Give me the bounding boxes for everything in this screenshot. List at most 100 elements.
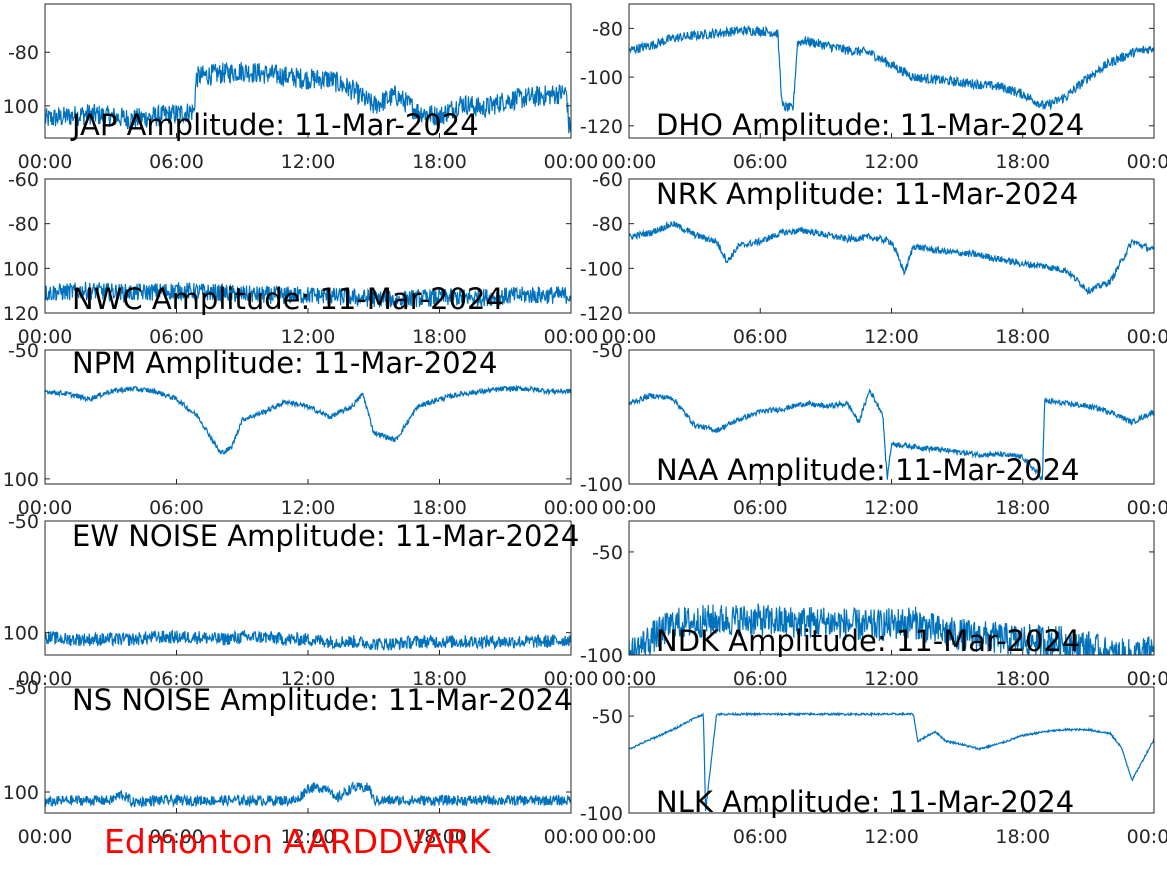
x-tick-label: 00:00 [18,151,73,173]
chart-panel: -50 100 00:00 06:00 12:00 18:00 00:00 NS NOISE … [3,677,599,848]
y-tick-label: 100 [3,96,39,118]
y-tick-label: 100 [3,469,39,491]
x-tick-label: 12:00 [281,497,336,519]
x-tick-label: 00:00 [544,326,599,348]
panel-title: NDK Amplitude: 11-Mar-2024 [656,624,1080,658]
panel-title: NLK Amplitude: 11-Mar-2024 [656,785,1074,819]
y-tick-label: -80 [8,214,39,236]
y-tick-label: -100 [580,258,623,280]
y-tick-label: -100 [580,645,623,667]
y-tick-label: 100 [3,782,39,804]
x-tick-label: 12:00 [864,668,919,690]
x-tick-label: 18:00 [412,326,467,348]
panel-title: NRK Amplitude: 11-Mar-2024 [656,177,1078,211]
y-tick-label: 120 [3,303,39,325]
x-tick-label: 06:00 [149,668,204,690]
x-tick-label: 06:00 [149,826,204,848]
x-tick-label: 12:00 [864,826,919,848]
chart-panel: -60-80-100-12000:0006:0012:0018:0000:00N… [580,169,1167,348]
x-tick-label: 00:00 [1127,826,1167,848]
series-line [45,384,571,456]
x-tick-label: 00:00 [602,326,657,348]
x-tick-label: 18:00 [412,497,467,519]
series-line [629,388,1154,481]
series-line [629,24,1154,112]
x-tick-label: 18:00 [995,151,1050,173]
x-tick-label: 06:00 [733,326,788,348]
x-tick-label: 00:00 [602,826,657,848]
x-tick-label: 00:00 [544,668,599,690]
y-tick-label: -100 [580,67,623,89]
chart-panel: -50 100 00:00 06:00 12:00 18:00 00:00 NPM Ampli… [3,340,599,519]
x-tick-label: 00:00 [18,826,73,848]
x-tick-label: 00:00 [544,151,599,173]
x-tick-label: 12:00 [281,326,336,348]
x-tick-label: 00:00 [18,668,73,690]
series-line [629,220,1154,296]
chart-panel: -80 -100 -120 00:00 06:00 12:00 18:00 00:00 DHO … [580,3,1167,173]
series-line [629,603,1154,655]
x-tick-label: 06:00 [733,151,788,173]
x-tick-label: 12:00 [281,668,336,690]
panel-title: DHO Amplitude: 11-Mar-2024 [656,108,1084,142]
x-tick-label: 06:00 [733,826,788,848]
x-tick-label: 00:00 [1127,151,1167,173]
x-tick-label: 12:00 [864,151,919,173]
x-tick-label: 18:00 [995,826,1050,848]
panel-title: NS NOISE Amplitude: 11-Mar-2024 [72,683,572,717]
y-tick-label: -50 [8,340,39,362]
series-line [45,781,571,808]
series-line [45,629,571,651]
y-tick-label: -60 [8,169,39,191]
y-tick-label: -80 [592,18,623,40]
x-tick-label: 18:00 [412,668,467,690]
y-tick-label: -50 [592,706,623,728]
panel-title: EW NOISE Amplitude: 11-Mar-2024 [72,519,579,553]
x-tick-label: 12:00 [281,151,336,173]
panel-title: NPM Amplitude: 11-Mar-2024 [72,346,498,380]
y-tick-label: -80 [592,214,623,236]
y-tick-label: 100 [3,623,39,645]
x-tick-label: 06:00 [149,326,204,348]
x-tick-label: 00:00 [544,497,599,519]
chart-panel: -50 100 00:00 06:00 12:00 18:00 00:00 EW NOISE … [3,511,599,690]
x-tick-label: 18:00 [995,326,1050,348]
x-tick-label: 06:00 [149,497,204,519]
x-tick-label: 18:00 [995,668,1050,690]
x-tick-label: 06:00 [733,497,788,519]
panel-title: NAA Amplitude: 11-Mar-2024 [656,453,1080,487]
y-tick-label: -120 [580,303,623,325]
y-tick-label: -50 [8,677,39,699]
x-tick-label: 00:00 [18,497,73,519]
x-tick-label: 00:00 [602,497,657,519]
x-tick-label: 18:00 [995,497,1050,519]
x-tick-label: 12:00 [281,826,336,848]
series-line [45,281,571,308]
x-tick-label: 18:00 [412,151,467,173]
x-tick-label: 12:00 [864,326,919,348]
y-tick-label: -60 [592,169,623,191]
series-line [629,711,1154,812]
y-tick-label: -50 [592,340,623,362]
y-tick-label: -100 [580,474,623,496]
x-tick-label: 00:00 [602,151,657,173]
x-tick-label: 18:00 [412,826,467,848]
y-tick-label: -100 [580,803,623,825]
x-tick-label: 06:00 [733,668,788,690]
x-tick-label: 12:00 [864,497,919,519]
x-tick-label: 00:00 [1127,497,1167,519]
x-tick-label: 00:00 [602,668,657,690]
x-tick-label: 00:00 [1127,326,1167,348]
y-tick-label: -50 [592,542,623,564]
x-tick-label: 06:00 [149,151,204,173]
y-tick-label: 100 [3,258,39,280]
panel-title: JAP Amplitude: 11-Mar-2024 [70,108,479,142]
y-tick-label: -120 [580,116,623,138]
y-tick-label: -80 [8,42,39,64]
series-line [45,62,571,134]
